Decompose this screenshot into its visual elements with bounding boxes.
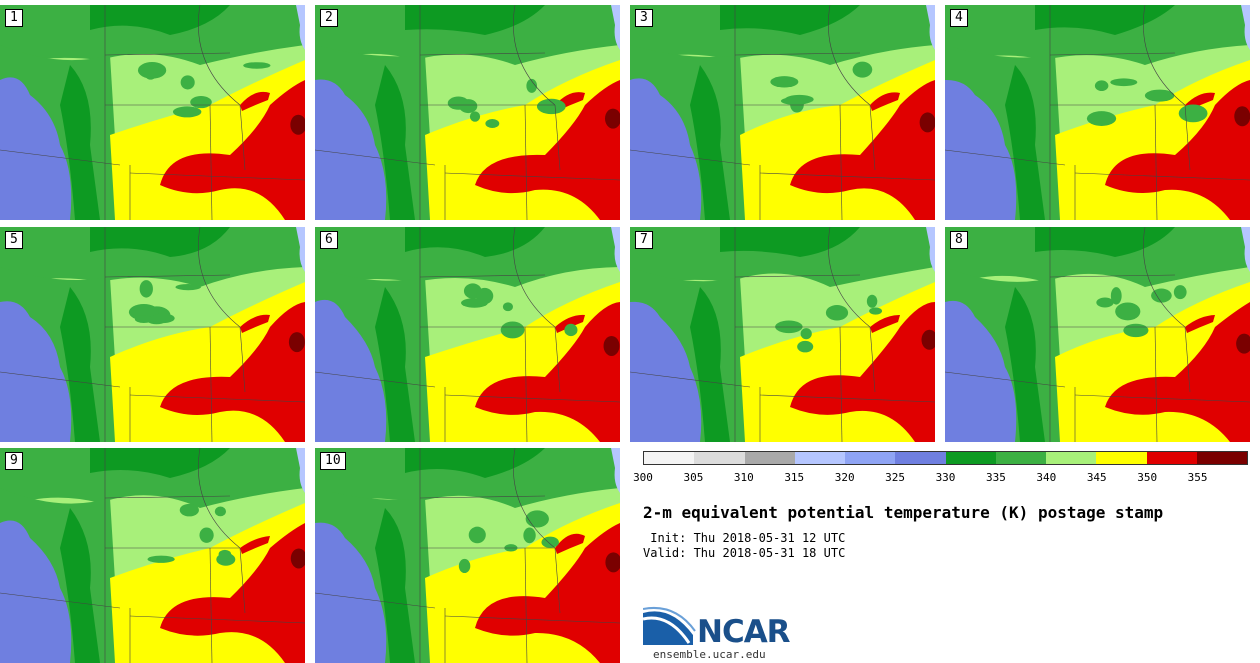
colorbar-tick: 335 — [985, 471, 1006, 484]
panel-label: 2 — [320, 9, 338, 27]
init-time: Init: Thu 2018-05-31 12 UTC — [643, 531, 846, 545]
ncar-logo-icon — [643, 607, 696, 645]
colorbar-segment — [945, 452, 996, 464]
colorbar-tick: 320 — [834, 471, 855, 484]
panel-label: 8 — [950, 231, 968, 249]
map-panel-2: 2 — [315, 5, 620, 220]
equivalent-potential-temperature-field — [0, 227, 305, 442]
map-panel-6: 6 — [315, 227, 620, 442]
colorbar-tick: 350 — [1137, 471, 1158, 484]
map-panel-9: 9 — [0, 448, 305, 663]
panel-label: 5 — [5, 231, 23, 249]
map-panel-7: 7 — [630, 227, 935, 442]
colorbar-segment — [995, 452, 1046, 464]
colorbar-segment — [744, 452, 795, 464]
panel-label: 10 — [320, 452, 346, 470]
map-panel-1: 1 — [0, 5, 305, 220]
colorbar-segment — [1146, 452, 1197, 464]
equivalent-potential-temperature-field — [315, 448, 620, 663]
colorbar-segment — [1096, 452, 1147, 464]
map-panel-4: 4 — [945, 5, 1250, 220]
map-panel-8: 8 — [945, 227, 1250, 442]
panel-label: 4 — [950, 9, 968, 27]
colorbar-segment — [694, 452, 745, 464]
panel-label: 9 — [5, 452, 23, 470]
colorbar-segment — [1196, 452, 1247, 464]
colorbar-tick: 315 — [784, 471, 805, 484]
map-panel-3: 3 — [630, 5, 935, 220]
equivalent-potential-temperature-field — [630, 5, 935, 220]
colorbar-tick: 310 — [733, 471, 754, 484]
colorbar-segment — [845, 452, 896, 464]
panel-label: 6 — [320, 231, 338, 249]
equivalent-potential-temperature-field — [945, 227, 1250, 442]
colorbar-segment — [1046, 452, 1097, 464]
logo-url: ensemble.ucar.edu — [653, 648, 766, 661]
equivalent-potential-temperature-field — [945, 5, 1250, 220]
colorbar-tick: 345 — [1086, 471, 1107, 484]
colorbar — [643, 451, 1248, 465]
panel-label: 3 — [635, 9, 653, 27]
panel-label: 1 — [5, 9, 23, 27]
equivalent-potential-temperature-field — [0, 5, 305, 220]
colorbar-segment — [644, 452, 695, 464]
colorbar-tick: 305 — [683, 471, 704, 484]
logo-wordmark: NCAR — [697, 614, 791, 650]
map-panel-5: 5 — [0, 227, 305, 442]
panel-label: 7 — [635, 231, 653, 249]
map-panel-10: 10 — [315, 448, 620, 663]
colorbar-tick-labels: 300 305 310 315 320 325 330 335 340 345 350 355 — [633, 471, 1248, 485]
valid-time: Valid: Thu 2018-05-31 18 UTC — [643, 546, 846, 560]
colorbar-tick: 355 — [1187, 471, 1208, 484]
equivalent-potential-temperature-field — [315, 227, 620, 442]
equivalent-potential-temperature-field — [0, 448, 305, 663]
colorbar-tick: 325 — [885, 471, 906, 484]
colorbar-tick: 340 — [1036, 471, 1057, 484]
equivalent-potential-temperature-field — [630, 227, 935, 442]
figure-title: 2-m equivalent potential temperature (K)… — [643, 503, 1164, 522]
colorbar-segment — [794, 452, 845, 464]
equivalent-potential-temperature-field — [315, 5, 620, 220]
colorbar-tick: 300 — [633, 471, 653, 484]
colorbar-tick: 330 — [935, 471, 956, 484]
colorbar-segment — [895, 452, 946, 464]
